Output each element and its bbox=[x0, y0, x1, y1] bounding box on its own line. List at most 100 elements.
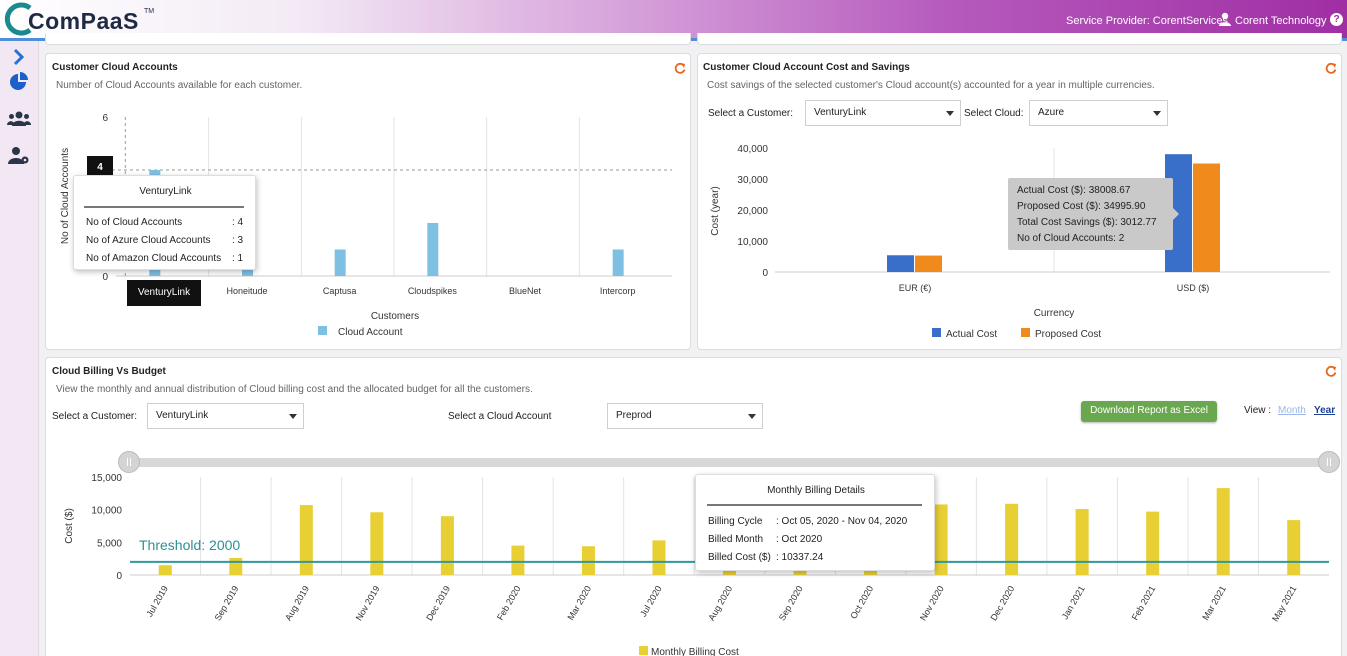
bar bbox=[652, 540, 666, 575]
tooltip-row-label: Billed Month bbox=[708, 534, 764, 545]
logo-text: ComPaaS bbox=[28, 8, 139, 34]
y-tick-label: 30,000 bbox=[737, 175, 768, 186]
billing-customer-select[interactable]: VenturyLink bbox=[147, 403, 304, 429]
bar bbox=[1075, 509, 1089, 575]
user-settings-icon[interactable] bbox=[7, 145, 31, 167]
tooltip-row-value: : Oct 2020 bbox=[776, 534, 823, 545]
view-label: View : bbox=[1244, 405, 1272, 416]
account-select-label: Select a Cloud Account bbox=[448, 411, 552, 422]
view-year-link[interactable]: Year bbox=[1314, 405, 1336, 416]
tooltip-row-value: : 1 bbox=[232, 253, 244, 264]
y-tick-label: 40,000 bbox=[737, 144, 768, 155]
refresh-icon[interactable] bbox=[1325, 365, 1337, 377]
x-tick-label: Mar 2020 bbox=[565, 584, 593, 622]
legend-label: Cloud Account bbox=[338, 327, 403, 338]
y-axis-title: Cost ($) bbox=[64, 508, 75, 544]
x-tick-label: Cloudspikes bbox=[408, 286, 458, 296]
threshold-label: Threshold: 2000 bbox=[139, 537, 240, 553]
cloud-select-label: Select Cloud: bbox=[964, 108, 1024, 119]
previous-panel-edge-right bbox=[697, 33, 1342, 45]
tooltip-row-label: No of Azure Cloud Accounts bbox=[86, 235, 211, 246]
question-circle-icon[interactable]: ? bbox=[1330, 13, 1343, 26]
x-tick-label: USD ($) bbox=[1177, 283, 1210, 293]
tooltip-row-label: Billed Cost ($) bbox=[708, 552, 771, 563]
bar bbox=[427, 223, 439, 276]
tooltip-row: Total Cost Savings ($): 3012.77 bbox=[1017, 217, 1157, 228]
customer-select-label: Select a Customer: bbox=[708, 108, 794, 119]
organization-name[interactable]: Corent Technology bbox=[1235, 15, 1327, 27]
download-excel-button[interactable]: Download Report as Excel bbox=[1081, 401, 1217, 422]
x-tick-label: Honeitude bbox=[226, 286, 267, 296]
bar bbox=[440, 516, 454, 575]
y-axis-title: Cost (year) bbox=[710, 186, 721, 235]
bar bbox=[723, 569, 736, 575]
x-axis-title: Currency bbox=[1034, 308, 1075, 319]
refresh-icon[interactable] bbox=[1325, 62, 1337, 74]
billing-budget-panel: Cloud Billing Vs Budget View the monthly… bbox=[45, 357, 1342, 656]
legend-swatch bbox=[639, 646, 648, 655]
tooltip-row-label: Billing Cycle bbox=[708, 516, 763, 527]
cost-tooltip: Actual Cost ($): 38008.67 Proposed Cost (… bbox=[1008, 178, 1179, 250]
chevron-down-icon bbox=[946, 111, 954, 116]
top-header: ComPaaS TM Service Provider: CorentServi… bbox=[0, 0, 1347, 38]
cloud-select[interactable]: Azure bbox=[1029, 100, 1168, 126]
chevron-right-icon[interactable] bbox=[7, 46, 31, 68]
panel-title: Customer Cloud Accounts bbox=[52, 62, 178, 73]
customer-select-value: VenturyLink bbox=[156, 410, 209, 421]
cloud-accounts-tooltip: VenturyLink No of Cloud Accounts: 4 No of… bbox=[73, 175, 256, 270]
bar bbox=[370, 512, 384, 575]
panel-subtitle: Number of Cloud Accounts available for e… bbox=[56, 80, 303, 91]
compaas-logo[interactable]: ComPaaS TM bbox=[4, 2, 154, 36]
bar bbox=[1005, 503, 1019, 575]
account-select-value: Preprod bbox=[616, 410, 652, 421]
view-month-link[interactable]: Month bbox=[1278, 405, 1306, 416]
bar bbox=[934, 504, 948, 575]
bar bbox=[229, 558, 243, 575]
cloud-select-value: Azure bbox=[1038, 107, 1065, 118]
tooltip-row-value: : 10337.24 bbox=[776, 552, 824, 563]
bar bbox=[915, 255, 942, 272]
pie-chart-icon[interactable] bbox=[7, 71, 31, 93]
customer-cloud-accounts-panel: Customer Cloud Accounts Number of Cloud … bbox=[45, 53, 691, 350]
panel-title: Cloud Billing Vs Budget bbox=[52, 366, 166, 377]
tooltip-row-label: No of Amazon Cloud Accounts bbox=[86, 253, 222, 264]
cloud-account-select[interactable]: Preprod bbox=[607, 403, 763, 429]
bar bbox=[511, 545, 525, 575]
x-tick-label: Captusa bbox=[323, 286, 357, 296]
legend-label: Monthly Billing Cost bbox=[651, 647, 739, 656]
panel-title: Customer Cloud Account Cost and Savings bbox=[703, 62, 910, 73]
chevron-down-icon bbox=[1153, 111, 1161, 116]
x-tick-label: Nov 2020 bbox=[918, 584, 946, 622]
x-tick-label: Jul 2019 bbox=[144, 584, 170, 618]
range-slider-track[interactable] bbox=[120, 458, 1330, 467]
x-tick-label: Feb 2021 bbox=[1130, 584, 1158, 622]
sidebar bbox=[0, 41, 39, 656]
tooltip-pointer bbox=[1173, 208, 1179, 220]
crosshair-category-badge: VenturyLink bbox=[127, 280, 201, 306]
legend-swatch bbox=[1021, 328, 1030, 337]
customer-select[interactable]: VenturyLink bbox=[805, 100, 961, 126]
tooltip-title: Monthly Billing Details bbox=[767, 485, 865, 496]
x-tick-label: BlueNet bbox=[509, 286, 542, 296]
bar bbox=[581, 546, 595, 575]
users-icon[interactable] bbox=[7, 108, 31, 130]
x-tick-label: EUR (€) bbox=[899, 283, 932, 293]
previous-panel-edge bbox=[45, 33, 691, 45]
range-slider-right-handle[interactable] bbox=[1318, 451, 1340, 473]
logo-trademark: TM bbox=[144, 8, 155, 15]
user-icon[interactable] bbox=[1218, 12, 1232, 26]
y-tick-label: 0 bbox=[102, 272, 108, 283]
tooltip-row-label: No of Cloud Accounts bbox=[86, 217, 183, 228]
refresh-icon[interactable] bbox=[674, 62, 686, 74]
range-slider-left-handle[interactable] bbox=[118, 451, 140, 473]
legend-swatch bbox=[932, 328, 941, 337]
y-tick-label: 0 bbox=[116, 571, 122, 582]
tooltip-divider bbox=[84, 206, 244, 208]
x-tick-label: Intercorp bbox=[600, 286, 636, 296]
x-tick-label: Aug 2019 bbox=[283, 584, 311, 622]
bar bbox=[1216, 488, 1230, 575]
tooltip-row: Actual Cost ($): 38008.67 bbox=[1017, 185, 1131, 196]
y-tick-label: 15,000 bbox=[91, 473, 122, 484]
panel-subtitle: View the monthly and annual distribution… bbox=[56, 384, 533, 395]
x-tick-label: Jul 2020 bbox=[638, 584, 664, 618]
